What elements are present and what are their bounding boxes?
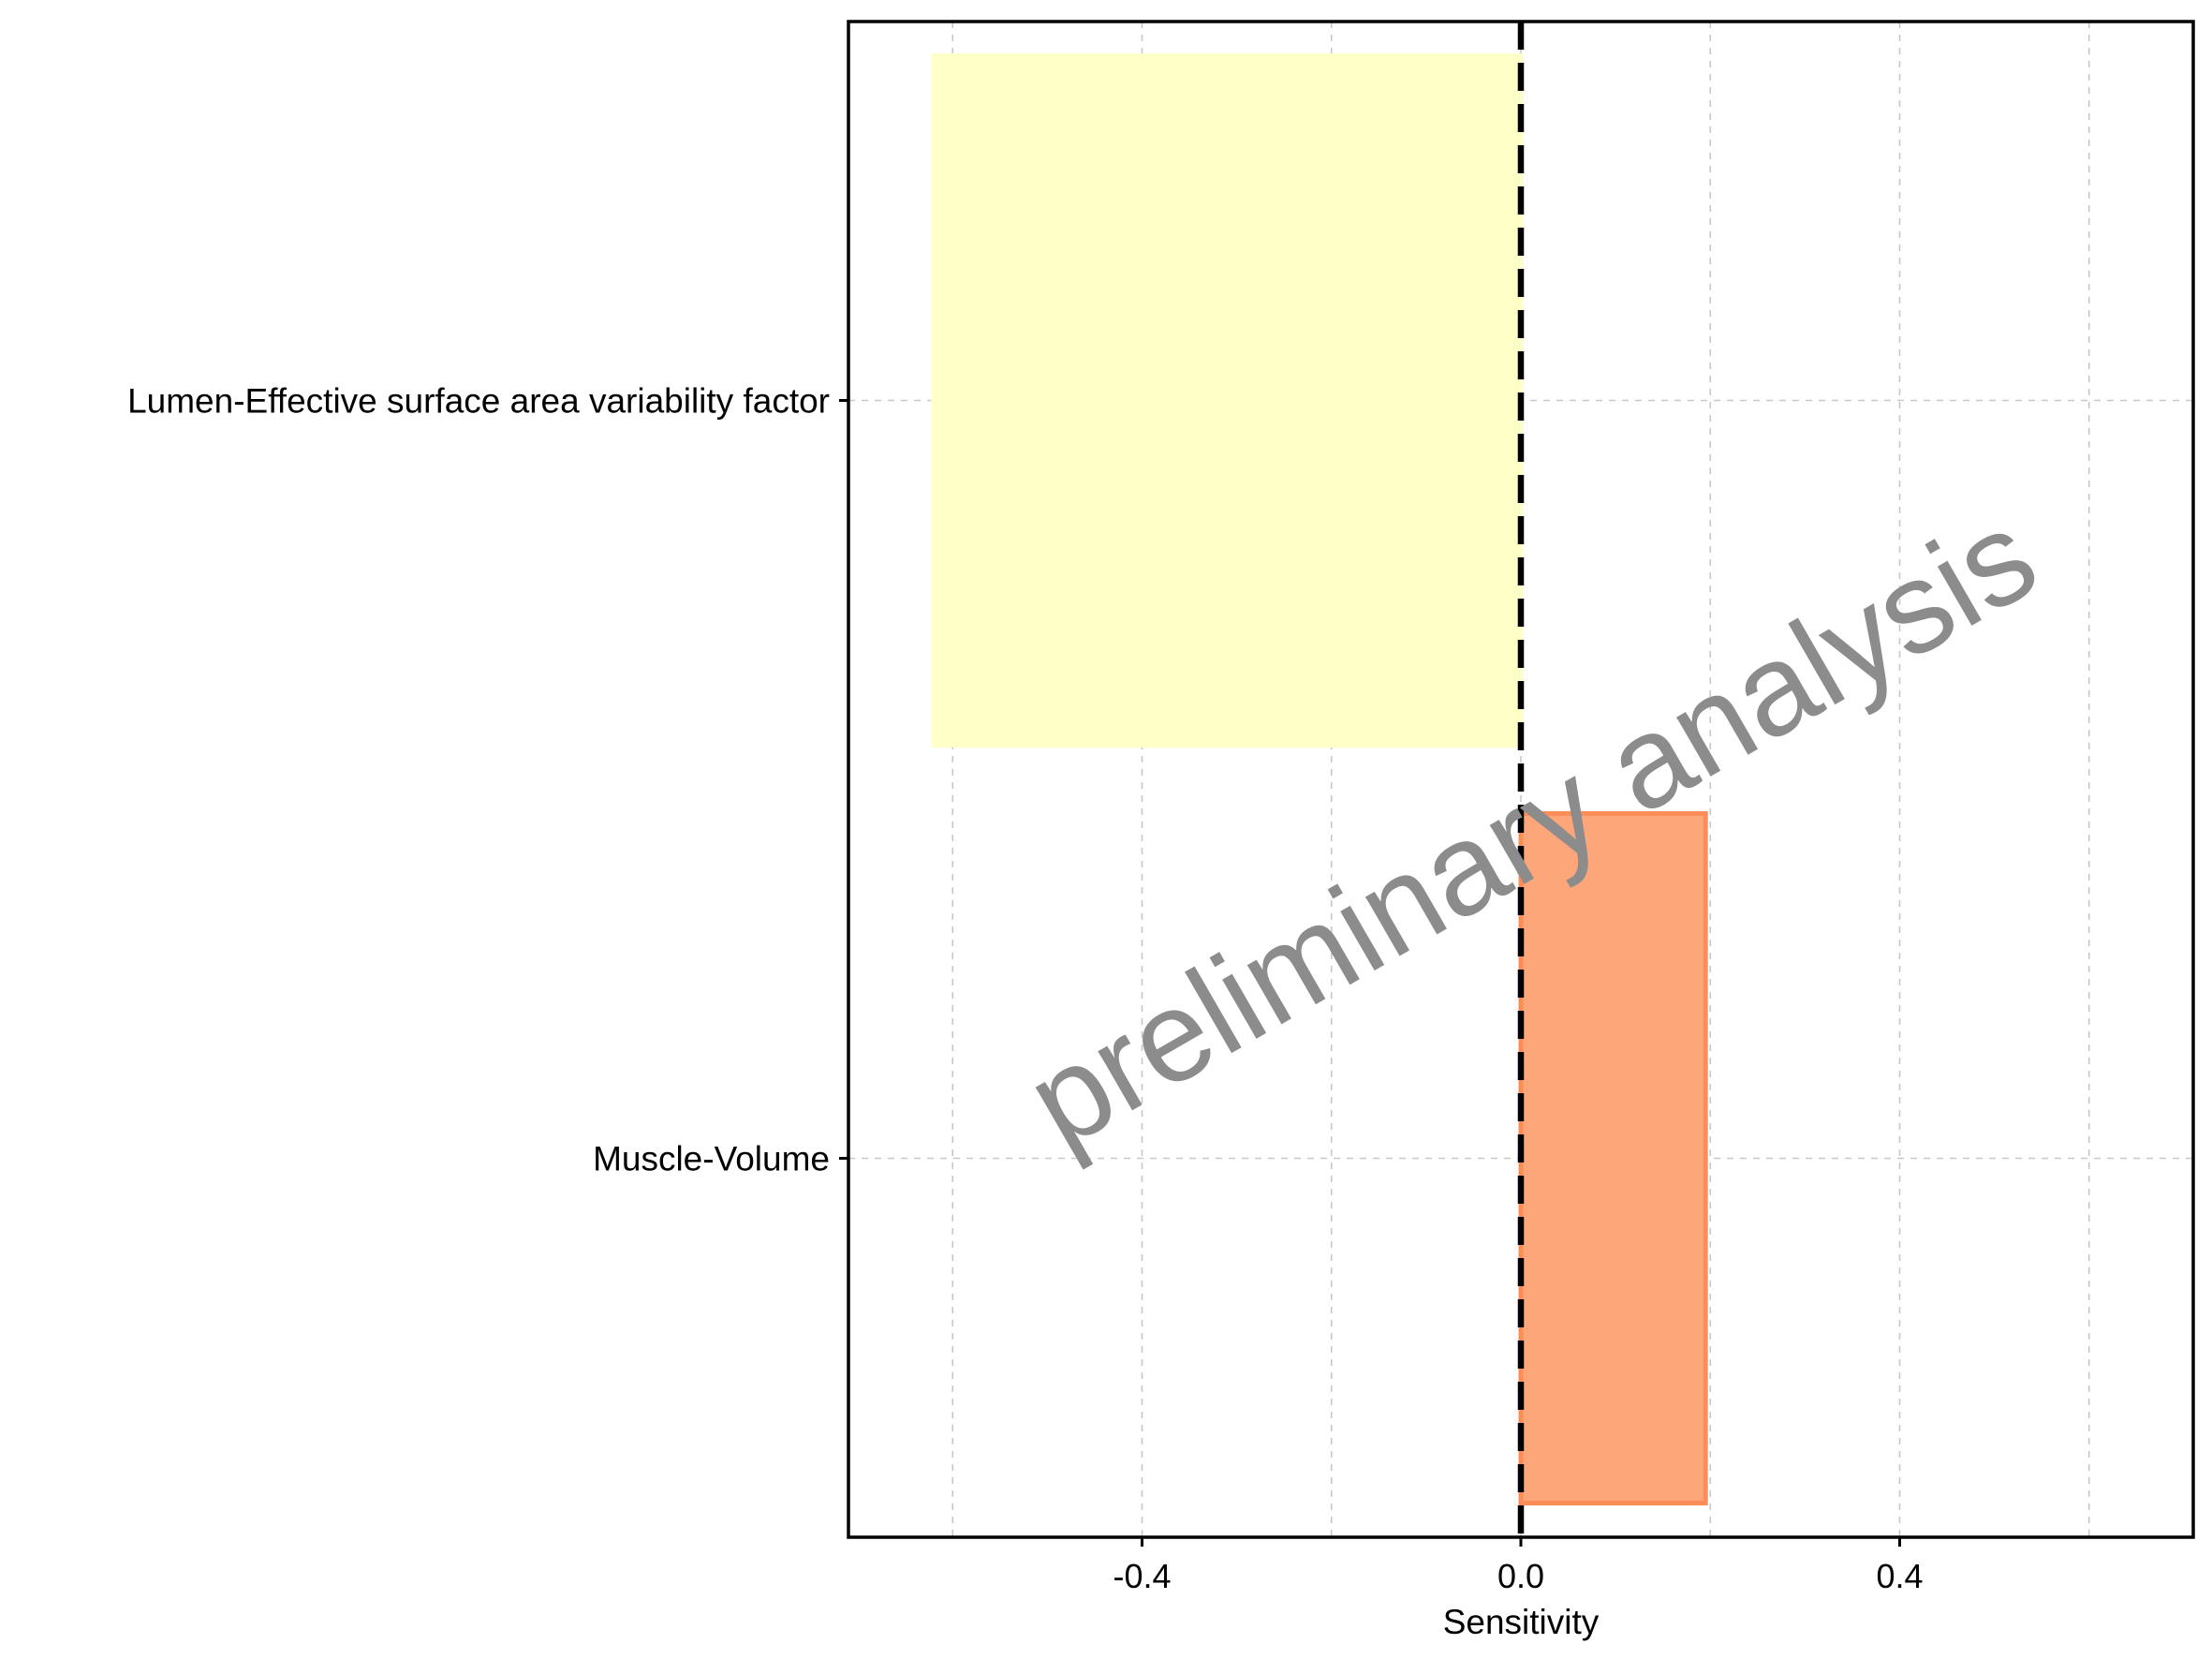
- x-tick-label: 0.0: [1497, 1557, 1544, 1595]
- x-tick-label: 0.4: [1876, 1557, 1923, 1595]
- x-axis: -0.4 0.0 0.4: [1113, 1537, 1924, 1595]
- y-tick-label: Lumen-Effective surface area variability…: [127, 382, 830, 421]
- x-tick-label: -0.4: [1113, 1557, 1171, 1595]
- y-tick-label: Muscle-Volume: [593, 1140, 830, 1178]
- y-axis: Lumen-Effective surface area variability…: [127, 382, 848, 1178]
- bar: [1518, 810, 1708, 1506]
- bar: [931, 52, 1524, 748]
- x-axis-title: Sensitivity: [1443, 1603, 1600, 1641]
- bars: [931, 52, 1708, 1506]
